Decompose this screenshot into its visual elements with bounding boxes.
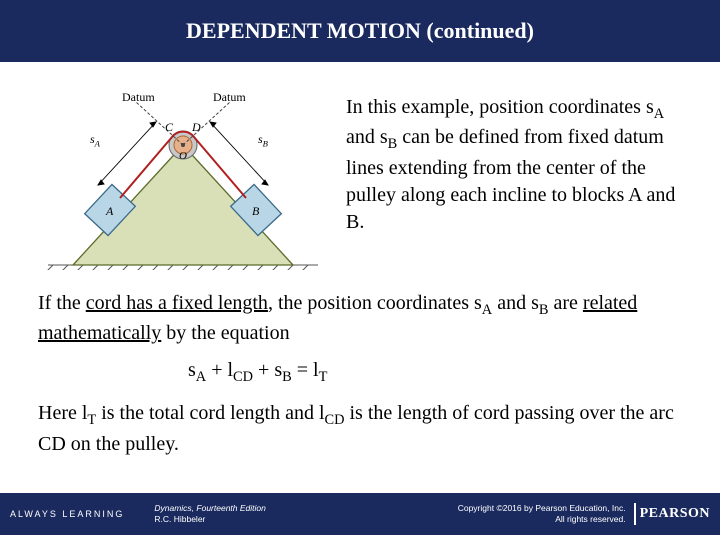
equation: sA + lCD + sB = lT bbox=[38, 359, 682, 386]
pearson-logo: PEARSON bbox=[634, 503, 710, 525]
slide-title: DEPENDENT MOTION (continued) bbox=[0, 0, 720, 62]
label-datum-left: Datum bbox=[122, 90, 155, 105]
footer-book-title: Dynamics, Fourteenth Edition bbox=[154, 503, 266, 514]
content-area: Datum Datum sA sB C D O A B In this exam… bbox=[0, 62, 720, 480]
label-datum-right: Datum bbox=[213, 90, 246, 105]
label-O: O bbox=[179, 150, 187, 162]
label-C: C bbox=[165, 120, 173, 135]
pulley-diagram: Datum Datum sA sB C D O A B bbox=[38, 90, 328, 270]
footer-book-author: R.C. Hibbeler bbox=[154, 514, 266, 525]
paragraph-3: Here lT is the total cord length and lCD… bbox=[38, 400, 682, 457]
footer-bar: ALWAYS LEARNING Dynamics, Fourteenth Edi… bbox=[0, 493, 720, 535]
label-D: D bbox=[192, 120, 201, 135]
footer-always-learning: ALWAYS LEARNING bbox=[10, 509, 124, 519]
paragraph-2: If the cord has a fixed length, the posi… bbox=[38, 290, 682, 347]
footer-book: Dynamics, Fourteenth Edition R.C. Hibbel… bbox=[154, 503, 266, 524]
label-sA: sA bbox=[90, 132, 100, 148]
label-A: A bbox=[106, 204, 113, 219]
label-B: B bbox=[252, 204, 259, 219]
footer-copyright: Copyright ©2016 by Pearson Education, In… bbox=[458, 503, 626, 524]
paragraph-1: In this example, position coordinates sA… bbox=[346, 90, 682, 270]
label-sB: sB bbox=[258, 132, 268, 148]
